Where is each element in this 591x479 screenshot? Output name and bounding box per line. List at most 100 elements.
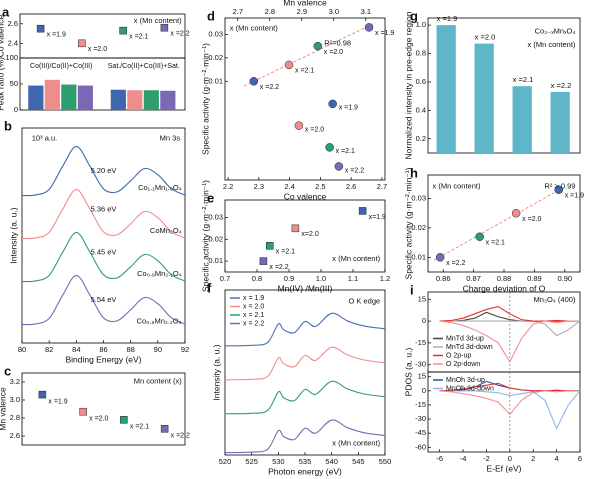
x-tick-label: 84 — [72, 345, 80, 354]
point — [554, 185, 563, 194]
point — [36, 24, 45, 33]
x-tick-label: 2.3 — [254, 182, 264, 191]
fit-line — [433, 186, 566, 261]
bar — [143, 90, 159, 110]
annotation: 5.45 eV — [91, 248, 117, 257]
y-tick-label: 3.2 — [10, 377, 20, 386]
panel-letter: i — [410, 282, 414, 297]
legend-label: MnTd 3d-down — [446, 344, 493, 351]
point-label: x =2.2 — [260, 84, 279, 91]
y-axis-label: Intensity (a. u.) — [8, 207, 18, 263]
y-tick-label: -15 — [415, 400, 426, 409]
point-label: x =2.2 — [170, 31, 189, 38]
category-label: Sat./Co(II)+Co(III)+Sat. — [108, 63, 180, 70]
x-tick-label: 1.2 — [380, 274, 390, 283]
y-tick-label: 0.01 — [208, 76, 223, 85]
line — [439, 390, 580, 416]
legend-label: x = 2.2 — [243, 320, 264, 327]
annotation: O K edge — [348, 297, 380, 306]
x-tick-label: 2.8 — [265, 7, 275, 16]
y-tick-label: -60 — [415, 442, 426, 451]
panel-letter: e — [207, 190, 214, 205]
x-tick-label: 2.9 — [297, 7, 307, 16]
annotation: 10³ a.u. — [32, 134, 57, 143]
y-tick-label: -30 — [415, 360, 426, 369]
point-label: x =1.9 — [47, 32, 66, 39]
annotation: Mn content (x) — [134, 377, 182, 386]
legend-label: x = 2.1 — [243, 312, 264, 319]
y-tick-label: 3.0 — [10, 395, 20, 404]
bar — [77, 85, 93, 110]
point — [259, 257, 268, 265]
bar — [110, 89, 126, 110]
point — [249, 77, 259, 86]
annotation: R²=0.98 — [324, 38, 351, 47]
line — [224, 312, 386, 347]
annotation: x (Mn content) — [134, 16, 182, 25]
point-label: x =1.9 — [375, 30, 394, 37]
x-tick-label: 90 — [154, 345, 162, 354]
point-label: x =1.9 — [339, 105, 358, 112]
line — [224, 380, 386, 415]
point-label: x =1.9 — [565, 193, 584, 200]
point — [294, 121, 304, 130]
x-tick-label: 2.5 — [315, 182, 325, 191]
bar — [160, 90, 176, 110]
point — [78, 39, 86, 48]
y-tick-label: 0.2 — [416, 134, 426, 143]
point — [364, 23, 374, 32]
y-axis-label: Specific activity (g·m⁻²·min⁻¹) — [403, 167, 413, 279]
annotation: 5.36 eV — [91, 205, 117, 214]
fit-line — [244, 22, 376, 87]
y-tick-label: 2.6 — [8, 19, 18, 28]
point — [120, 416, 128, 424]
x-axis-label: Co valence — [284, 191, 327, 201]
y-tick-label: 0.03 — [411, 193, 426, 202]
x-tick-label: 92 — [181, 345, 189, 354]
point — [79, 407, 87, 416]
point — [266, 242, 274, 250]
x-tick-label: 2.4 — [284, 182, 294, 191]
bar — [28, 85, 44, 110]
annotation: Mn₃O₄ (400) — [533, 295, 575, 304]
x-axis-label: E-Ef (eV) — [487, 463, 522, 473]
line — [439, 320, 581, 337]
y-tick-label: 15 — [418, 294, 426, 303]
y-tick-label: 0.02 — [208, 234, 223, 243]
y-tick-label: -15 — [415, 338, 426, 347]
bar — [474, 43, 494, 153]
category-label: x =2.2 — [551, 81, 572, 90]
panel-letter: f — [207, 280, 212, 295]
point — [325, 143, 334, 152]
x-tick-label: 1.0 — [316, 274, 326, 283]
annotation: x (Mn content) — [528, 40, 576, 49]
line — [439, 382, 580, 392]
x-tick-label: 0.90 — [557, 274, 572, 283]
annotation: R² > 0.99 — [544, 182, 575, 191]
point — [119, 26, 127, 35]
x-tick-label: 82 — [45, 345, 53, 354]
annotation: Mn 3s — [160, 134, 181, 143]
point-label: x =2.0 — [89, 416, 108, 423]
legend-label: x = 1.9 — [243, 295, 264, 302]
line — [21, 231, 186, 283]
point-label: x =2.1 — [336, 148, 355, 155]
x-tick-label: 86 — [99, 345, 107, 354]
point-label: x =2.0 — [305, 126, 324, 133]
x-tick-label: 80 — [18, 345, 26, 354]
y-axis-label: PDOS (a. u.) — [403, 348, 413, 397]
bar — [550, 91, 570, 153]
panel-d-frame — [224, 17, 386, 181]
y-tick-label: 2.8 — [10, 413, 20, 422]
category-label: x =2.0 — [475, 33, 496, 42]
y-tick-label: 0.6 — [416, 77, 426, 86]
point-label: x=1.9 — [369, 214, 386, 221]
point-label: x =2.2 — [345, 167, 364, 174]
panel-letter: a — [2, 4, 10, 19]
point-label: x =2.2 — [269, 264, 288, 271]
x-tick-label: 1.1 — [348, 274, 358, 283]
x-tick-label: 2.7 — [377, 182, 387, 191]
x-tick-label: 0.7 — [220, 274, 230, 283]
x-tick-label: 3.0 — [329, 7, 339, 16]
x-tick-label: 550 — [379, 457, 392, 466]
